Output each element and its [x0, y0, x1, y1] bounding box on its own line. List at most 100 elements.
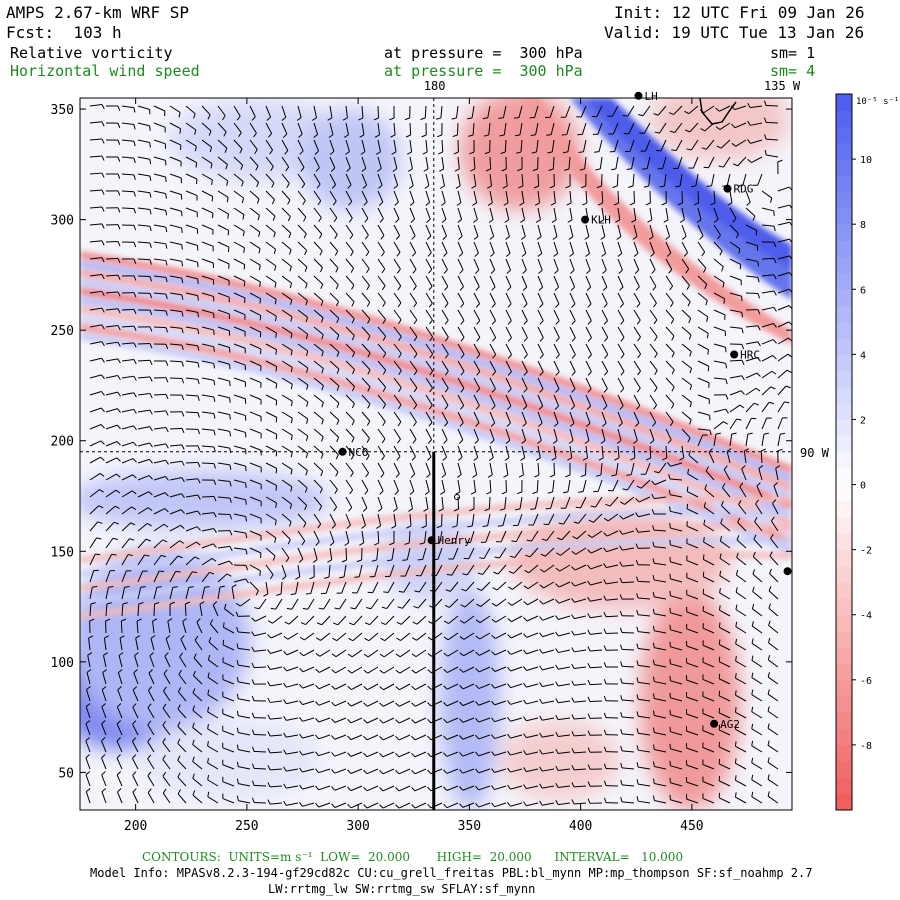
wind-barb	[169, 444, 185, 450]
wind-barb	[265, 139, 273, 155]
wind-barb	[491, 632, 507, 639]
colorbar-swatch	[836, 549, 852, 567]
wind-barb	[473, 428, 479, 444]
wind-barb	[117, 669, 123, 685]
wind-barb	[199, 601, 205, 617]
wind-barb	[590, 496, 603, 508]
wind-barb	[233, 547, 248, 555]
wind-barb	[316, 632, 331, 641]
wind-barb	[361, 479, 369, 495]
wind-barb	[393, 394, 402, 410]
wind-barb	[313, 309, 324, 323]
wind-barb	[489, 224, 495, 240]
station-marker[interactable]	[783, 567, 792, 576]
wind-barb	[297, 326, 309, 340]
wind-barb	[496, 530, 507, 543]
wind-barb	[395, 649, 411, 658]
wind-barb	[121, 105, 136, 113]
colorbar-swatch	[836, 484, 852, 502]
wind-barb	[553, 309, 560, 325]
wind-barb	[727, 190, 733, 206]
wind-barb	[585, 343, 592, 359]
wind-barb	[539, 800, 555, 806]
colorbar-tick-label: 2	[860, 415, 866, 426]
wind-barb	[86, 686, 91, 702]
wind-barb	[169, 477, 185, 483]
wind-barb	[734, 775, 747, 787]
wind-barb	[443, 802, 459, 809]
wind-barb	[147, 754, 155, 770]
wind-barb	[105, 291, 121, 297]
wind-barb	[539, 632, 555, 638]
station-marker[interactable]: KLH	[581, 214, 611, 227]
wind-barb	[185, 207, 198, 218]
wind-barb	[249, 445, 262, 456]
station-marker[interactable]: RDG	[723, 183, 753, 196]
wind-barb	[249, 258, 261, 271]
wind-barb	[217, 573, 232, 583]
wind-barb	[617, 241, 623, 257]
wind-barb	[121, 375, 137, 381]
wind-barb	[669, 658, 683, 668]
wind-barb	[729, 326, 744, 334]
wind-barb	[207, 706, 219, 719]
wind-barb	[89, 489, 104, 498]
wind-barb	[313, 462, 324, 477]
wind-barb	[777, 432, 786, 447]
wind-barb	[395, 734, 411, 741]
wind-barb	[628, 173, 635, 188]
wind-barb	[548, 156, 555, 171]
wind-barb	[686, 572, 699, 583]
wind-barb	[169, 122, 182, 134]
wind-barb	[631, 207, 637, 223]
wind-barb	[133, 669, 139, 685]
wind-barb	[89, 121, 105, 127]
wind-barb	[681, 343, 692, 357]
wind-barb	[148, 669, 155, 685]
wind-barb	[169, 258, 184, 267]
wind-barb	[529, 105, 539, 119]
wind-barb	[185, 411, 200, 418]
wind-barb	[169, 190, 183, 200]
wind-barb	[569, 360, 576, 376]
wind-barb	[389, 530, 395, 546]
wind-barb	[249, 275, 261, 287]
wind-barb	[710, 190, 716, 206]
wind-barb	[459, 717, 475, 723]
wind-barb	[236, 795, 251, 804]
wind-barb	[265, 258, 277, 271]
station-marker[interactable]: Henry	[427, 534, 471, 547]
wind-barb	[652, 625, 667, 634]
wind-barb	[507, 598, 523, 606]
wind-barb	[169, 509, 185, 515]
wind-barb	[601, 394, 608, 410]
wind-barb	[297, 173, 306, 189]
wind-barb	[688, 450, 699, 464]
station-marker[interactable]: HRC	[730, 348, 760, 361]
wind-barb	[425, 411, 433, 427]
station-marker[interactable]: NCO	[338, 446, 369, 459]
wind-barb	[377, 292, 386, 308]
y-tick-label: 200	[51, 435, 74, 450]
wind-barb	[207, 689, 219, 702]
wind-barb	[523, 716, 539, 722]
wind-barb	[603, 780, 619, 787]
wind-barb	[137, 326, 153, 332]
wind-barb	[555, 698, 571, 704]
wind-barb	[473, 326, 481, 342]
wind-barb	[702, 623, 715, 634]
wind-barb	[345, 462, 354, 478]
wind-barb	[162, 788, 171, 804]
wind-barb	[217, 377, 231, 387]
wind-barb	[313, 513, 322, 529]
wind-barb	[367, 581, 379, 594]
wind-barb	[345, 377, 355, 392]
wind-barb	[566, 190, 572, 206]
station-marker[interactable]: AG2	[710, 718, 740, 731]
wind-barb	[669, 777, 683, 787]
wind-barb	[735, 656, 747, 668]
wind-barb	[768, 620, 779, 634]
wind-barb	[101, 703, 107, 719]
wind-barb	[459, 768, 475, 774]
wind-barb	[201, 527, 217, 533]
